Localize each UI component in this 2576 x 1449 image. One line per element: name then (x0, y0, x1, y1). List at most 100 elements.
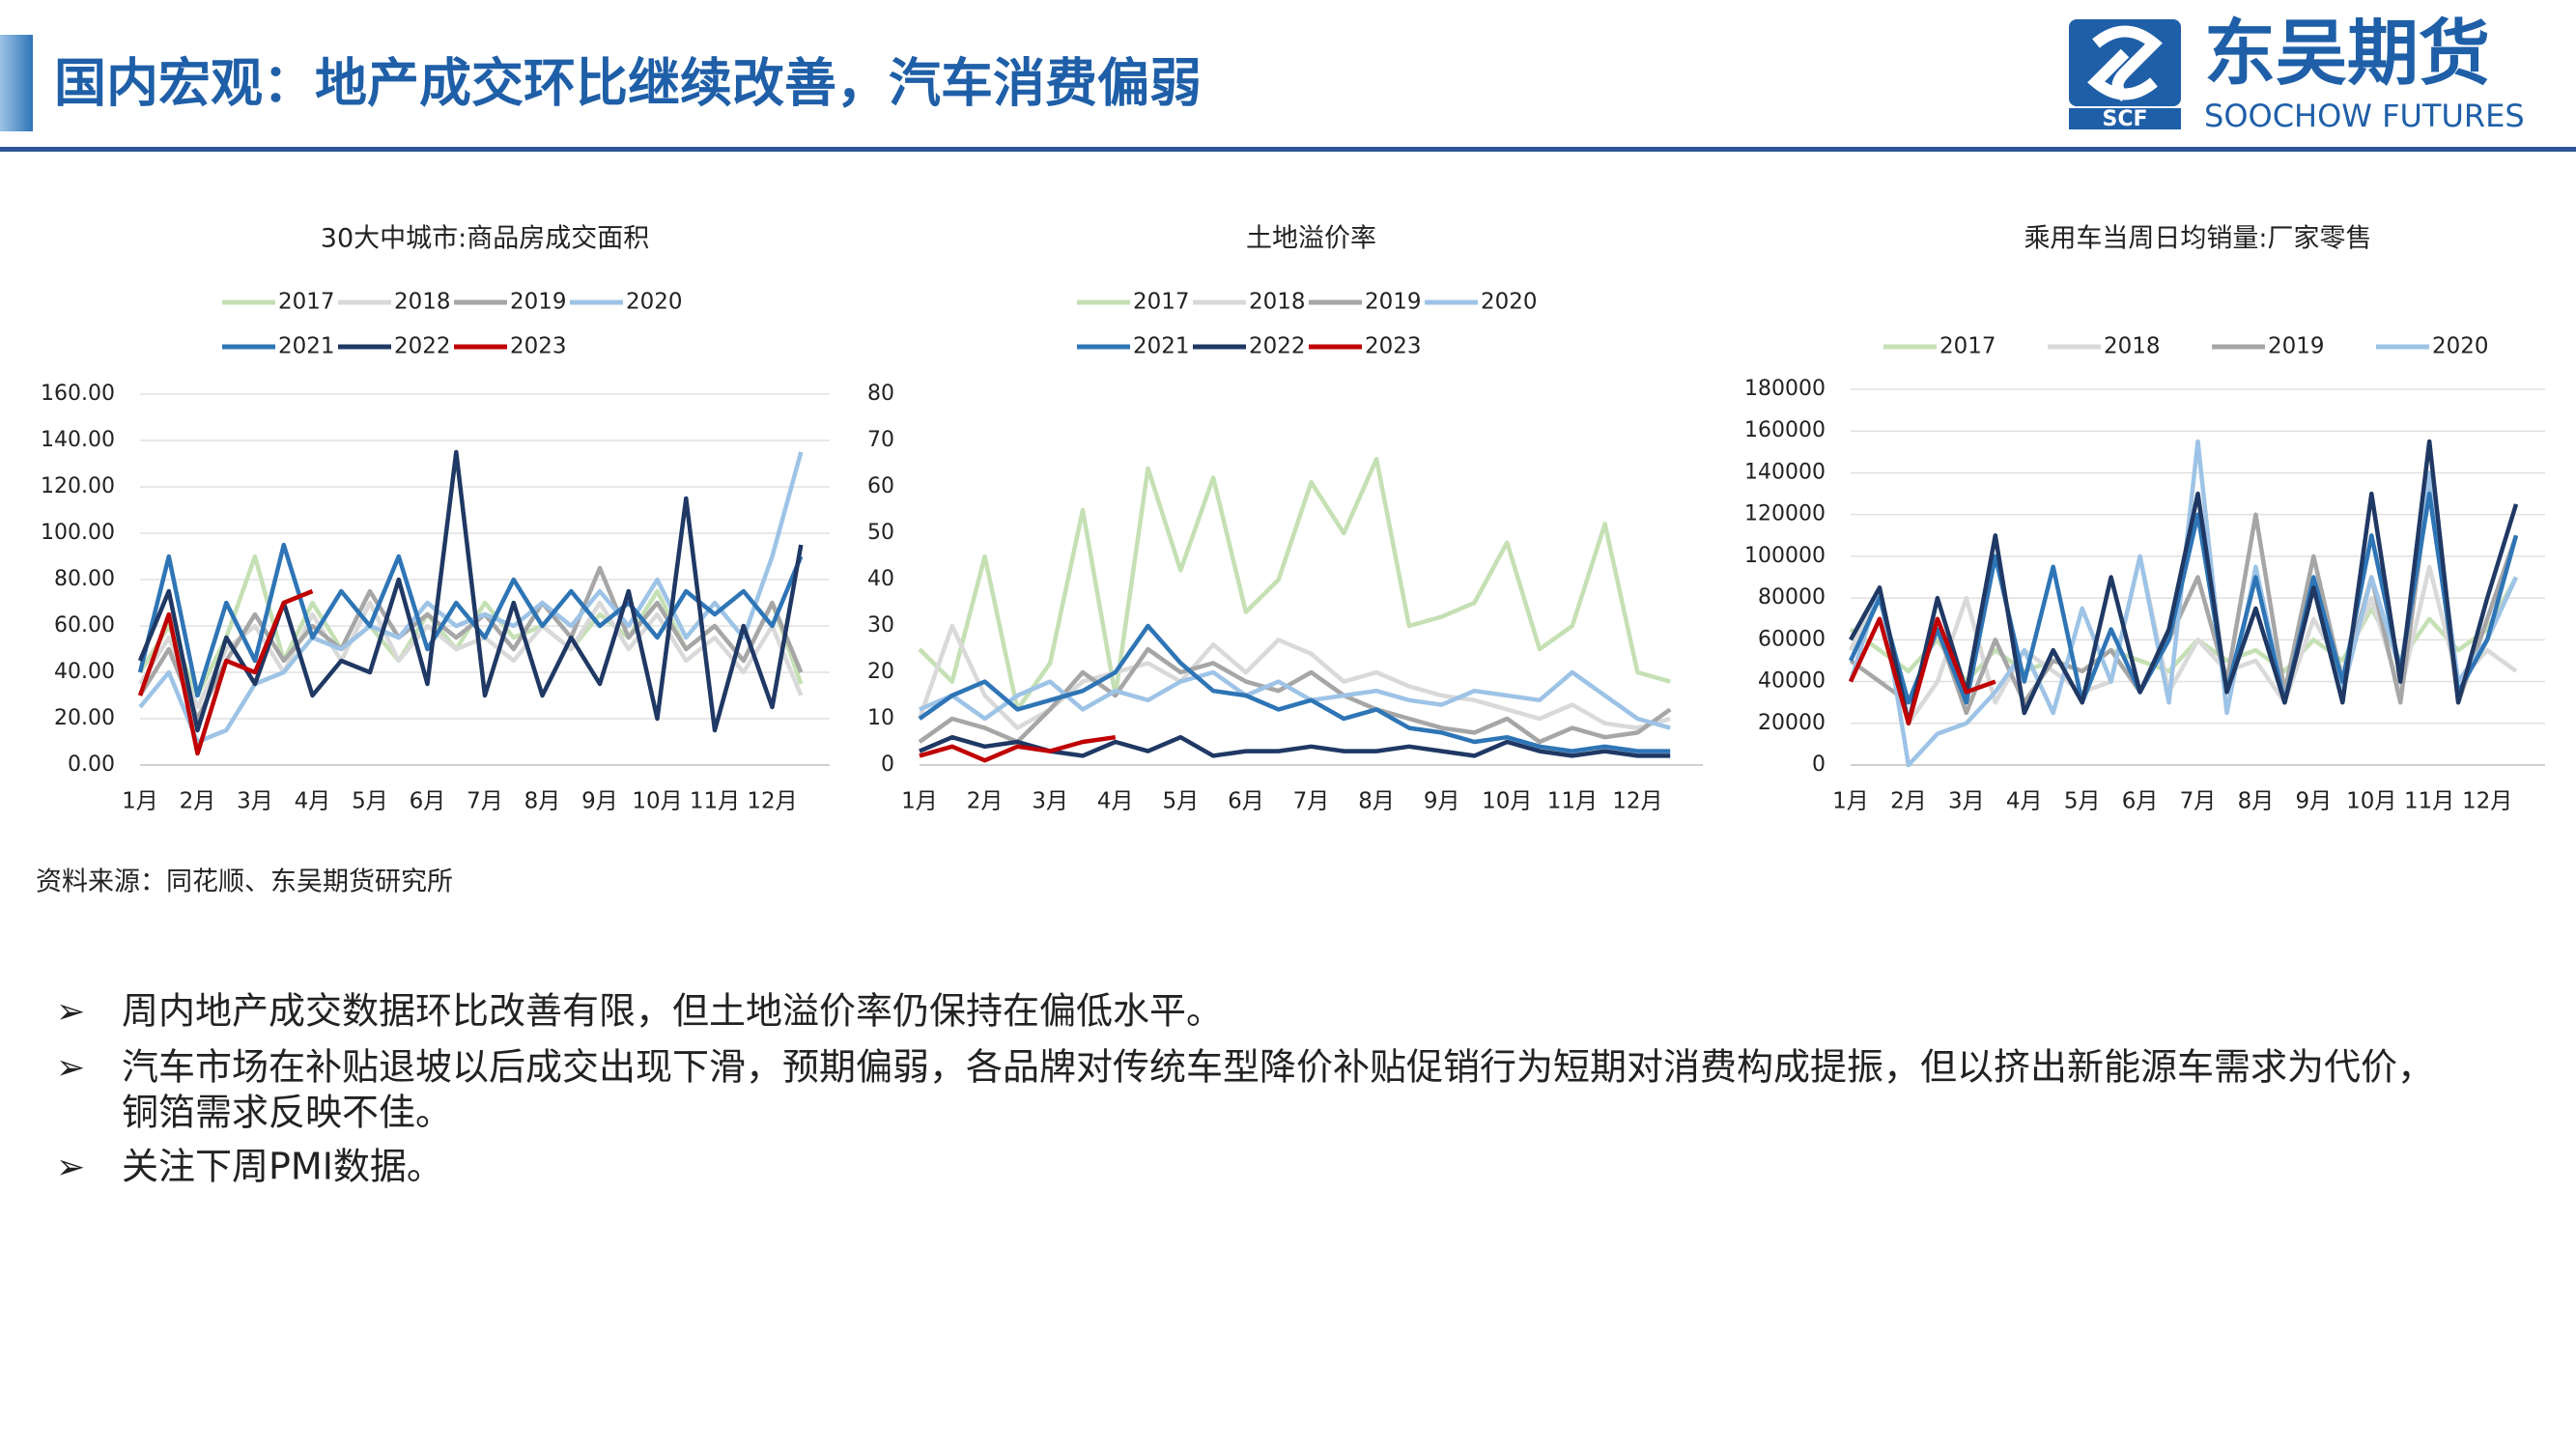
legend-label: 2017 (278, 290, 335, 315)
x-tick-label: 8月 (1358, 789, 1395, 814)
y-tick-label: 120000 (1744, 502, 1826, 526)
legend-label: 2021 (1133, 334, 1190, 359)
y-tick-label: 10 (867, 706, 894, 730)
y-tick-label: 100000 (1744, 544, 1826, 568)
x-tick-label: 10月 (2346, 789, 2396, 814)
x-tick-label: 10月 (632, 789, 682, 814)
x-tick-label: 1月 (1832, 789, 1869, 814)
series-line (137, 588, 314, 756)
x-tick-label: 5月 (2064, 789, 2101, 814)
series-line (919, 734, 1117, 763)
header-title: 国内宏观：地产成交环比继续改善，汽车消费偏弱 (54, 53, 1202, 114)
x-tick-label: 1月 (122, 789, 158, 814)
y-tick-label: 60 (867, 474, 894, 498)
legend-label: 2017 (1939, 334, 1996, 359)
x-tick-label: 1月 (901, 789, 938, 814)
y-tick-label: 160000 (1744, 418, 1826, 442)
legend-label: 2022 (394, 334, 451, 359)
x-tick-label: 4月 (2006, 789, 2043, 814)
bullet: 关注下周PMI数据。 (122, 1146, 443, 1188)
bullet-arrow: ➢ (56, 992, 85, 1032)
series-line (137, 542, 804, 698)
series-line (137, 449, 804, 733)
legend-label: 2018 (2104, 334, 2161, 359)
x-tick-label: 2月 (180, 789, 216, 814)
x-tick-label: 3月 (1032, 789, 1068, 814)
logo-strip (2069, 108, 2181, 129)
y-tick-label: 50 (867, 521, 894, 545)
brand: 东吴期货 (2204, 13, 2490, 96)
legend-label: 2017 (1133, 290, 1190, 315)
x-tick-label: 11月 (2404, 789, 2454, 814)
y-tick-label: 180000 (1744, 377, 1826, 401)
series-line (138, 600, 804, 710)
legend-label: 2023 (1365, 334, 1422, 359)
bullet: 周内地产成交数据环比改善有限，但土地溢价率仍保持在偏低水平。 (122, 990, 1223, 1033)
series-line (138, 565, 804, 722)
y-tick-label: 0 (881, 753, 894, 777)
chart-title: 乘用车当周日均销量:厂家零售 (2024, 224, 2371, 254)
y-tick-label: 20 (867, 660, 894, 684)
y-tick-label: 30 (867, 613, 894, 638)
chart-title: 土地溢价率 (1246, 224, 1376, 254)
x-tick-label: 9月 (2296, 789, 2333, 814)
bullet-arrow: ➢ (56, 1048, 85, 1088)
x-tick-label: 7月 (1293, 789, 1330, 814)
x-tick-label: 12月 (2462, 789, 2512, 814)
x-tick-label: 9月 (1424, 789, 1460, 814)
bullet: 铜箔需求反映不佳。 (122, 1092, 452, 1134)
series-line (917, 623, 1671, 730)
y-tick-label: 120.00 (41, 474, 115, 498)
series-line (918, 646, 1672, 745)
y-tick-label: 140000 (1744, 460, 1826, 484)
x-tick-label: 7月 (467, 789, 503, 814)
chart-title: 30大中城市:商品房成交面积 (321, 224, 649, 254)
x-tick-label: 8月 (2238, 789, 2275, 814)
x-tick-label: 7月 (2180, 789, 2217, 814)
x-tick-label: 6月 (1228, 789, 1264, 814)
y-tick-label: 0 (1812, 753, 1826, 777)
x-tick-label: 4月 (295, 789, 331, 814)
legend-label: 2018 (394, 290, 451, 315)
x-tick-label: 9月 (581, 789, 618, 814)
legend-label: 2019 (1365, 290, 1422, 315)
x-tick-label: 3月 (237, 789, 273, 814)
y-tick-label: 20000 (1758, 711, 1826, 735)
y-tick-label: 0.00 (68, 753, 115, 777)
x-tick-label: 6月 (410, 789, 446, 814)
x-tick-label: 10月 (1482, 789, 1532, 814)
series-line (1848, 616, 1996, 726)
y-tick-label: 40 (867, 567, 894, 591)
x-tick-label: 11月 (1547, 789, 1598, 814)
legend-label: 2020 (626, 290, 683, 315)
legend-label: 2023 (510, 334, 567, 359)
y-tick-label: 160.00 (41, 382, 115, 406)
brand-en: SOOCHOW FUTURES (2204, 98, 2525, 134)
legend-label: 2020 (2432, 334, 2489, 359)
legend-label: 2019 (510, 290, 567, 315)
y-tick-label: 20.00 (54, 706, 115, 730)
header-accent (0, 35, 33, 131)
x-tick-label: 3月 (1948, 789, 1985, 814)
y-tick-label: 60.00 (54, 613, 115, 638)
y-tick-label: 80.00 (54, 567, 115, 591)
legend-label: 2019 (2268, 334, 2325, 359)
y-tick-label: 70 (867, 428, 894, 452)
legend-label: 2018 (1249, 290, 1306, 315)
x-tick-label: 11月 (690, 789, 740, 814)
x-tick-label: 4月 (1097, 789, 1134, 814)
legend-label: 2021 (278, 334, 335, 359)
series-line (918, 456, 1671, 712)
y-tick-label: 140.00 (41, 428, 115, 452)
x-tick-label: 6月 (2122, 789, 2159, 814)
y-tick-label: 40.00 (54, 660, 115, 684)
series-line (919, 669, 1671, 730)
header-line (0, 147, 2576, 152)
x-tick-label: 5月 (1163, 789, 1200, 814)
logo-s (2087, 25, 2163, 101)
x-tick-label: 12月 (1612, 789, 1662, 814)
logo-mark: SCF (2102, 107, 2147, 131)
series-line (1848, 439, 2519, 768)
